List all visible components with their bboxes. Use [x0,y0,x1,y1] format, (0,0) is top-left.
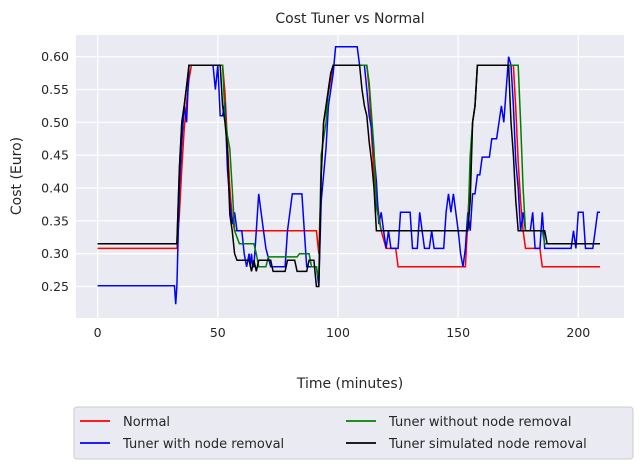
legend: Normal Tuner without node removal Tuner wi… [73,406,634,460]
legend-label: Tuner with node removal [122,437,284,452]
y-tick-label: 0.40 [41,180,69,195]
series-line-4 [97,64,600,288]
y-tick-label: 0.45 [41,148,69,163]
x-axis-label: Time (minutes) [296,376,403,392]
legend-label: Tuner simulated node removal [388,437,587,452]
x-tick-label: 150 [446,325,470,340]
chart-title: Cost Tuner vs Normal [275,11,424,27]
x-tick-label: 0 [94,325,102,340]
y-tick-label: 0.25 [41,279,69,294]
y-tick-label: 0.60 [41,49,69,64]
x-tick-label: 200 [566,325,590,340]
y-tick-label: 0.30 [41,246,69,261]
y-tick-label: 0.55 [41,82,69,97]
x-tick-label: 50 [210,325,226,340]
series-line-2 [97,46,600,305]
y-tick-label: 0.35 [41,213,69,228]
plot-area [76,35,624,318]
y-axis-label: Cost (Euro) [9,137,25,215]
legend-label: Normal [123,415,170,430]
x-tick-label: 100 [326,325,350,340]
x-tick-labels: 0 50 100 150 200 [94,325,591,340]
y-tick-label: 0.50 [41,115,69,130]
y-tick-labels: 0.25 0.30 0.35 0.40 0.45 0.50 0.55 0.60 [41,49,69,294]
series-lines [97,46,600,305]
legend-box [73,406,634,460]
legend-label: Tuner without node removal [388,415,571,430]
